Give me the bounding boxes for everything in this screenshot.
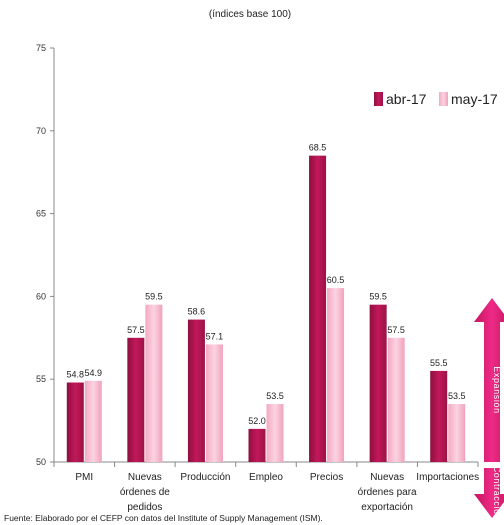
expansion-arrow: Expansión — [474, 298, 504, 462]
data-label-abr-17-5: 59.5 — [369, 292, 387, 302]
data-label-may-17-6: 53.5 — [448, 391, 466, 401]
bar-may-17-2 — [205, 344, 223, 462]
x-category-label: Precios — [310, 472, 343, 483]
data-labels-layer: 54.8 54.9 57.5 59.5 58.6 57.1 52.0 53.5 68.5 60.5… — [67, 143, 466, 426]
contraction-label: Contracción — [492, 466, 502, 521]
bar-may-17-6 — [448, 404, 466, 462]
data-label-may-17-2: 57.1 — [206, 331, 224, 341]
data-label-may-17-5: 57.5 — [387, 325, 405, 335]
y-tick-label: 65 — [36, 209, 46, 219]
data-label-may-17-4: 60.5 — [327, 275, 345, 285]
x-category-label: Empleo — [249, 472, 283, 483]
bar-abr-17-6 — [430, 370, 448, 462]
legend: abr-17 may-17 — [374, 91, 498, 107]
data-label-abr-17-3: 52.0 — [248, 416, 266, 426]
x-category-label: Producción — [180, 472, 230, 483]
axis-layer: 50 55 60 65 70 75 — [36, 43, 479, 467]
bars-layer — [66, 155, 466, 462]
bar-may-17-3 — [266, 404, 284, 462]
expansion-label: Expansión — [492, 366, 502, 413]
x-category-label: PMI — [75, 472, 93, 483]
legend-label-abr-17: abr-17 — [386, 91, 427, 107]
y-tick-label: 75 — [36, 43, 46, 53]
data-label-abr-17-4: 68.5 — [309, 143, 327, 153]
data-label-may-17-0: 54.9 — [85, 368, 103, 378]
bar-abr-17-5 — [369, 304, 387, 462]
contraction-arrow: Contracción — [474, 466, 504, 521]
bar-abr-17-4 — [309, 155, 327, 462]
data-label-abr-17-6: 55.5 — [430, 358, 448, 368]
data-label-may-17-1: 59.5 — [145, 292, 163, 302]
bar-abr-17-2 — [187, 319, 205, 462]
x-category-label: Nuevas órdenes para exportación — [358, 472, 417, 513]
x-category-label: Nuevas órdenes de pedidos — [120, 472, 170, 513]
data-label-abr-17-2: 58.6 — [188, 307, 206, 317]
x-category-label: Importaciones — [416, 472, 479, 483]
bar-may-17-1 — [145, 304, 163, 462]
bar-may-17-5 — [387, 337, 405, 462]
data-label-abr-17-1: 57.5 — [127, 325, 145, 335]
category-labels-layer: PMI Nuevas órdenes de pedidos Producción Empl… — [75, 472, 479, 513]
legend-swatch-may-17 — [439, 92, 448, 106]
contraction-arrow-icon — [474, 468, 504, 518]
chart-subtitle: (índices base 100) — [209, 9, 291, 20]
legend-swatch-abr-17 — [374, 92, 383, 106]
bar-abr-17-0 — [66, 382, 84, 462]
data-label-may-17-3: 53.5 — [266, 391, 284, 401]
bar-may-17-4 — [327, 288, 345, 462]
y-tick-label: 50 — [36, 457, 46, 467]
expansion-arrow-icon — [474, 298, 504, 462]
y-tick-label: 55 — [36, 374, 46, 384]
bar-may-17-0 — [84, 380, 102, 462]
data-label-abr-17-0: 54.8 — [67, 370, 85, 380]
bar-abr-17-3 — [248, 428, 266, 462]
bar-abr-17-1 — [127, 337, 145, 462]
legend-label-may-17: may-17 — [451, 91, 498, 107]
source-note: Fuente: Elaborado por el CEFP con datos … — [4, 513, 323, 523]
y-tick-label: 70 — [36, 126, 46, 136]
y-tick-label: 60 — [36, 291, 46, 301]
